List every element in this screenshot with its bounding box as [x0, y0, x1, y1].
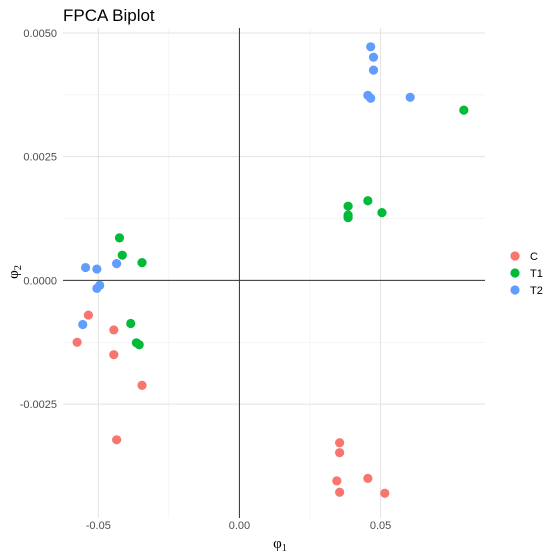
point-t2	[95, 280, 105, 290]
y-axis-label-subscript: 2	[13, 265, 24, 270]
y-tick-label: 0.0025	[23, 152, 57, 164]
legend-key-t1	[510, 268, 520, 278]
point-c	[335, 487, 345, 497]
point-t2	[78, 319, 88, 330]
point-c	[332, 476, 342, 486]
point-t1	[343, 212, 353, 223]
reference-lines	[63, 28, 485, 518]
x-tick-label: 0.05	[370, 520, 391, 532]
legend-label-t1: T1	[530, 268, 543, 280]
point-c	[335, 448, 345, 458]
point-t1	[137, 258, 147, 268]
point-c	[380, 488, 390, 498]
legend-label-c: C	[530, 251, 538, 263]
point-t2	[366, 93, 376, 103]
y-axis-label: φ2	[6, 265, 24, 279]
point-t1	[134, 340, 144, 350]
y-axis-ticks: -0.0025 0.0000 0.0025 0.0050	[20, 28, 57, 411]
x-tick-label: -0.05	[86, 520, 111, 532]
point-t2	[368, 52, 379, 62]
point-t1	[343, 201, 353, 211]
point-t2	[405, 92, 415, 102]
legend-key-t2	[510, 285, 520, 295]
x-axis-label: φ1	[273, 536, 287, 554]
point-c	[335, 438, 345, 448]
point-t2	[368, 65, 379, 75]
point-t2	[112, 258, 122, 269]
point-c	[137, 380, 147, 390]
x-axis-label-base: φ	[273, 536, 282, 552]
point-c	[112, 435, 122, 445]
point-c	[109, 325, 119, 335]
point-c	[72, 337, 82, 347]
point-t1	[363, 196, 373, 206]
chart-title: FPCA Biplot	[63, 6, 155, 25]
grid-lines	[63, 28, 485, 518]
point-c	[83, 310, 94, 320]
point-t1	[126, 318, 136, 329]
point-c	[109, 350, 119, 360]
point-t2	[92, 264, 102, 274]
data-points	[72, 42, 469, 498]
point-c	[363, 473, 373, 484]
point-t1	[459, 105, 469, 115]
point-t1	[117, 250, 127, 260]
y-tick-label: -0.0025	[20, 399, 57, 411]
point-t1	[377, 208, 387, 218]
point-t2	[80, 262, 91, 273]
legend: C T1 T2	[510, 251, 543, 297]
y-axis-label-base: φ	[6, 270, 22, 279]
x-tick-label: 0.00	[229, 520, 250, 532]
legend-label-t2: T2	[530, 285, 543, 297]
x-axis-ticks: -0.05 0.00 0.05	[86, 520, 392, 532]
x-axis-label-subscript: 1	[282, 543, 287, 554]
point-t1	[114, 233, 125, 243]
y-tick-label: 0.0000	[23, 275, 57, 287]
point-t2	[366, 42, 376, 52]
y-tick-label: 0.0050	[23, 28, 57, 40]
legend-key-c	[510, 251, 520, 261]
